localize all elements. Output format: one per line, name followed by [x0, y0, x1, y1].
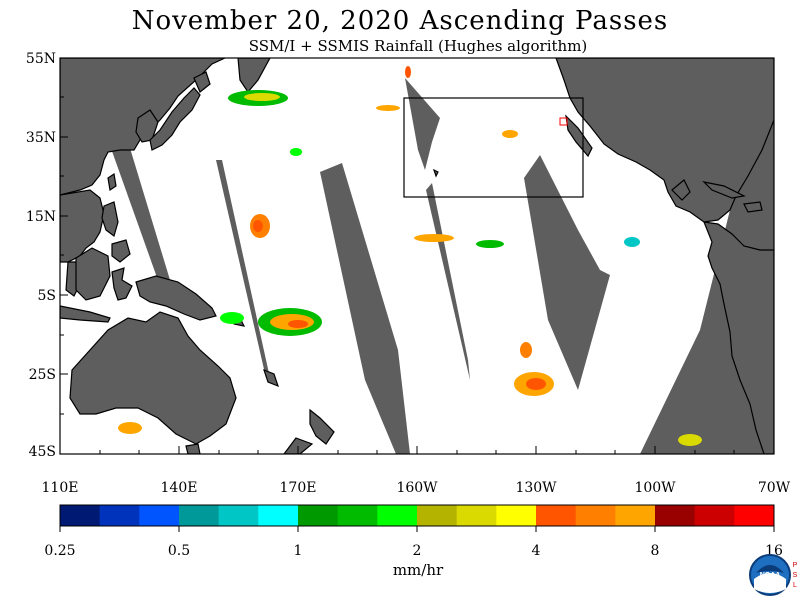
lon-label: 160W [396, 480, 438, 496]
colorbar-swatch [179, 505, 220, 526]
land-hawaii [432, 168, 439, 178]
colorbar-swatch [258, 505, 299, 526]
land-japan [149, 87, 201, 151]
rain-patch [526, 378, 546, 390]
swath-gap [524, 155, 610, 390]
lat-label: 15N [26, 209, 56, 225]
rain-patch [520, 342, 532, 358]
land-java [60, 305, 111, 323]
rain-patch [253, 220, 263, 232]
colorbar [59, 504, 775, 532]
lon-label: 70W [758, 480, 791, 496]
land-new-zealand-north [309, 408, 335, 445]
colorbar-swatch [575, 505, 616, 526]
colorbar-swatch [734, 505, 775, 526]
rain-patch [405, 66, 411, 78]
colorbar-label: 0.25 [44, 543, 75, 559]
land-south-america [703, 221, 774, 454]
logo-side-text-p: P [793, 562, 798, 569]
colorbar-swatch [655, 505, 696, 526]
region-box-northeast-pacific [403, 97, 584, 198]
colorbar-swatch [377, 505, 418, 526]
rain-patch [502, 130, 518, 138]
rain-patch [414, 234, 454, 242]
lat-label: 45S [29, 444, 56, 460]
lon-label: 100W [634, 480, 676, 496]
rain-patch [476, 240, 504, 248]
colorbar-swatch [60, 505, 101, 526]
lat-label: 55N [26, 51, 56, 67]
lat-label: 25S [29, 367, 56, 383]
lon-label: 140E [161, 480, 198, 496]
lat-label: 5S [38, 288, 57, 304]
colorbar-swatch [536, 505, 577, 526]
latitude-axis [60, 57, 68, 455]
noaa-logo[interactable]: NOAA P S L [748, 553, 798, 599]
colorbar-label: 4 [532, 543, 541, 559]
rain-patch [244, 93, 280, 101]
swath-gap [216, 160, 270, 378]
colorbar-swatch [99, 505, 140, 526]
land-baja-california [565, 114, 593, 158]
colorbar-swatch [417, 505, 458, 526]
page-subtitle: SSM/I + SSMIS Rainfall (Hughes algorithm… [248, 37, 588, 55]
land-sulawesi [111, 267, 133, 301]
region-box-california [559, 117, 568, 126]
longitude-labels: 110E 140E 170E 160W 130W 100W 70W [42, 480, 791, 496]
rain-patch [290, 148, 302, 156]
colorbar-swatch [496, 505, 537, 526]
land-north-america [555, 58, 774, 223]
land-taiwan [107, 172, 117, 192]
land-hispaniola [743, 201, 763, 213]
colorbar-swatch [615, 505, 656, 526]
colorbar-labels: 0.25 0.5 1 2 4 8 16 [44, 543, 783, 559]
land-kamchatka [237, 58, 271, 94]
rain-patch [376, 105, 400, 111]
lat-label: 35N [26, 130, 56, 146]
land-yucatan [671, 179, 691, 201]
land-new-guinea [135, 275, 217, 321]
colorbar-swatch [456, 505, 497, 526]
colorbar-units: mm/hr [392, 561, 444, 579]
rain-patch [220, 312, 244, 324]
swath-gap [405, 78, 440, 170]
swath-gap [320, 163, 410, 454]
land-mindanao [111, 239, 131, 263]
colorbar-label: 2 [413, 543, 422, 559]
colorbar-swatch [694, 505, 735, 526]
lon-label: 110E [42, 480, 79, 496]
land-tasmania [185, 443, 201, 454]
logo-text: NOAA [760, 572, 781, 579]
colorbar-label: 8 [651, 543, 660, 559]
land-new-caledonia [263, 368, 279, 388]
logo-side-text-l: L [793, 582, 797, 589]
longitude-axis [59, 446, 775, 454]
swath-gap [426, 183, 470, 380]
land-masses [60, 58, 774, 454]
colorbar-swatch [139, 505, 180, 526]
colorbar-swatch [298, 505, 339, 526]
lon-label: 170E [280, 480, 317, 496]
rain-patch [288, 320, 308, 328]
land-hokkaido [193, 71, 211, 93]
land-luzon [101, 201, 119, 238]
land-cuba [702, 181, 746, 199]
page-title: November 20, 2020 Ascending Passes [131, 6, 669, 36]
land-borneo [75, 247, 111, 301]
land-australia [69, 311, 237, 445]
colorbar-label: 0.5 [168, 543, 190, 559]
swath-gap [108, 125, 170, 300]
colorbar-label: 1 [294, 543, 303, 559]
colorbar-swatch [218, 505, 259, 526]
land-indochina [60, 189, 105, 263]
logo-side-text-s: S [793, 572, 798, 579]
rainfall-patches [118, 66, 702, 446]
lon-label: 130W [515, 480, 557, 496]
rain-patch [624, 237, 640, 247]
colorbar-swatch [337, 505, 378, 526]
rain-patch [678, 434, 702, 446]
latitude-labels: 55N 35N 15N 5S 25S 45S [26, 51, 56, 460]
rain-patch [118, 422, 142, 434]
